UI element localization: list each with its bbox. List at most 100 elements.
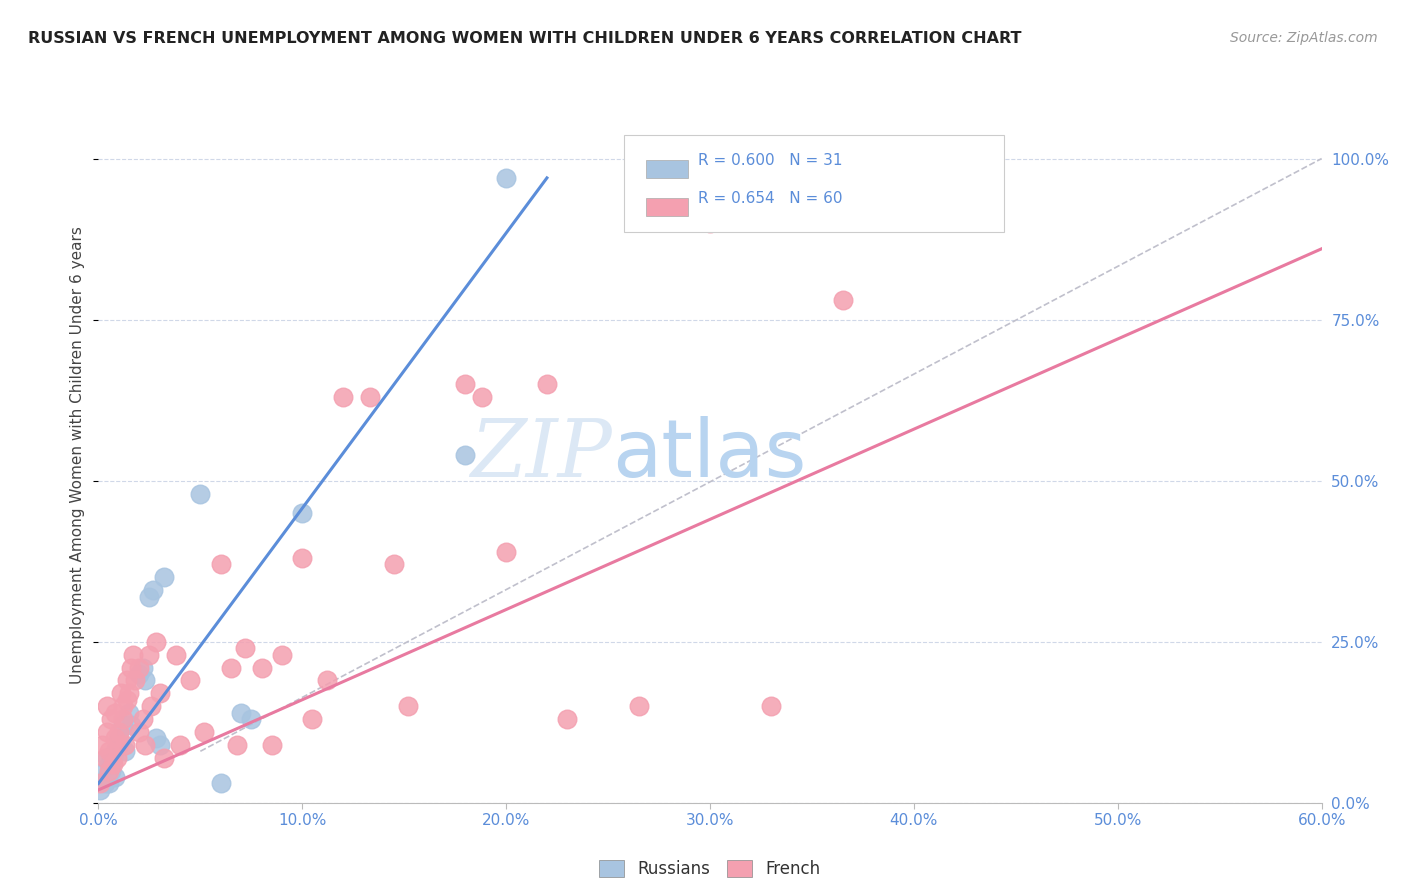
Y-axis label: Unemployment Among Women with Children Under 6 years: Unemployment Among Women with Children U…	[70, 226, 86, 684]
FancyBboxPatch shape	[624, 135, 1004, 232]
Point	[231, 706, 253, 720]
Point	[114, 744, 136, 758]
Point	[291, 551, 314, 566]
Point	[97, 757, 120, 772]
Point	[209, 558, 232, 572]
Point	[128, 725, 150, 739]
Point	[89, 783, 111, 797]
Point	[152, 750, 174, 764]
Point	[104, 770, 127, 784]
Point	[120, 718, 142, 732]
Point	[128, 660, 150, 674]
Point	[120, 660, 142, 674]
Point	[93, 764, 115, 778]
Point	[270, 648, 294, 662]
Legend: Russians, French: Russians, French	[593, 854, 827, 885]
Point	[97, 744, 120, 758]
Text: ZIP: ZIP	[471, 417, 612, 493]
Point	[291, 506, 314, 520]
Point	[141, 699, 163, 714]
FancyBboxPatch shape	[647, 160, 688, 178]
Point	[471, 390, 494, 404]
Point	[128, 667, 150, 681]
Point	[104, 744, 127, 758]
Text: atlas: atlas	[612, 416, 807, 494]
Point	[97, 776, 120, 790]
Point	[169, 738, 191, 752]
Point	[91, 738, 114, 752]
Point	[108, 725, 131, 739]
Point	[831, 293, 853, 308]
Point	[332, 390, 354, 404]
Point	[97, 764, 120, 778]
Point	[301, 712, 323, 726]
Point	[233, 641, 256, 656]
Point	[115, 692, 138, 706]
Point	[138, 590, 160, 604]
Point	[761, 699, 783, 714]
Point	[165, 648, 187, 662]
Point	[122, 648, 145, 662]
Point	[101, 757, 124, 772]
Point	[132, 712, 155, 726]
Point	[145, 731, 167, 746]
Point	[100, 764, 122, 778]
Text: R = 0.654   N = 60: R = 0.654 N = 60	[697, 192, 842, 206]
Point	[495, 544, 517, 558]
Point	[96, 699, 118, 714]
Point	[111, 718, 134, 732]
Point	[219, 660, 242, 674]
Point	[149, 738, 172, 752]
Point	[93, 750, 115, 764]
Point	[115, 673, 138, 688]
Point	[627, 699, 650, 714]
Point	[134, 673, 156, 688]
Point	[114, 738, 136, 752]
Text: RUSSIAN VS FRENCH UNEMPLOYMENT AMONG WOMEN WITH CHILDREN UNDER 6 YEARS CORRELATI: RUSSIAN VS FRENCH UNEMPLOYMENT AMONG WOM…	[28, 31, 1022, 46]
Point	[260, 738, 283, 752]
Point	[89, 776, 111, 790]
Point	[104, 706, 127, 720]
Point	[138, 648, 160, 662]
Point	[104, 731, 127, 746]
Point	[101, 750, 124, 764]
Text: R = 0.600   N = 31: R = 0.600 N = 31	[697, 153, 842, 168]
Point	[536, 377, 558, 392]
Point	[557, 712, 579, 726]
Point	[193, 725, 215, 739]
Point	[152, 570, 174, 584]
Point	[124, 673, 146, 688]
Point	[179, 673, 201, 688]
Point	[118, 706, 141, 720]
Point	[250, 660, 273, 674]
Point	[111, 699, 134, 714]
Point	[699, 216, 721, 230]
Point	[145, 634, 167, 648]
Point	[111, 712, 134, 726]
Point	[93, 776, 115, 790]
Point	[132, 660, 155, 674]
Point	[134, 738, 156, 752]
Point	[149, 686, 172, 700]
Point	[110, 686, 132, 700]
Point	[315, 673, 337, 688]
Point	[209, 776, 232, 790]
FancyBboxPatch shape	[647, 198, 688, 216]
Point	[118, 686, 141, 700]
Point	[188, 486, 212, 500]
Point	[359, 390, 381, 404]
Point	[96, 770, 118, 784]
Point	[108, 731, 131, 746]
Point	[454, 377, 477, 392]
Point	[108, 738, 131, 752]
Point	[396, 699, 419, 714]
Point	[105, 750, 128, 764]
Text: Source: ZipAtlas.com: Source: ZipAtlas.com	[1230, 31, 1378, 45]
Point	[96, 750, 118, 764]
Point	[226, 738, 249, 752]
Point	[454, 448, 477, 462]
Point	[142, 583, 165, 598]
Point	[382, 558, 405, 572]
Point	[240, 712, 263, 726]
Point	[96, 725, 118, 739]
